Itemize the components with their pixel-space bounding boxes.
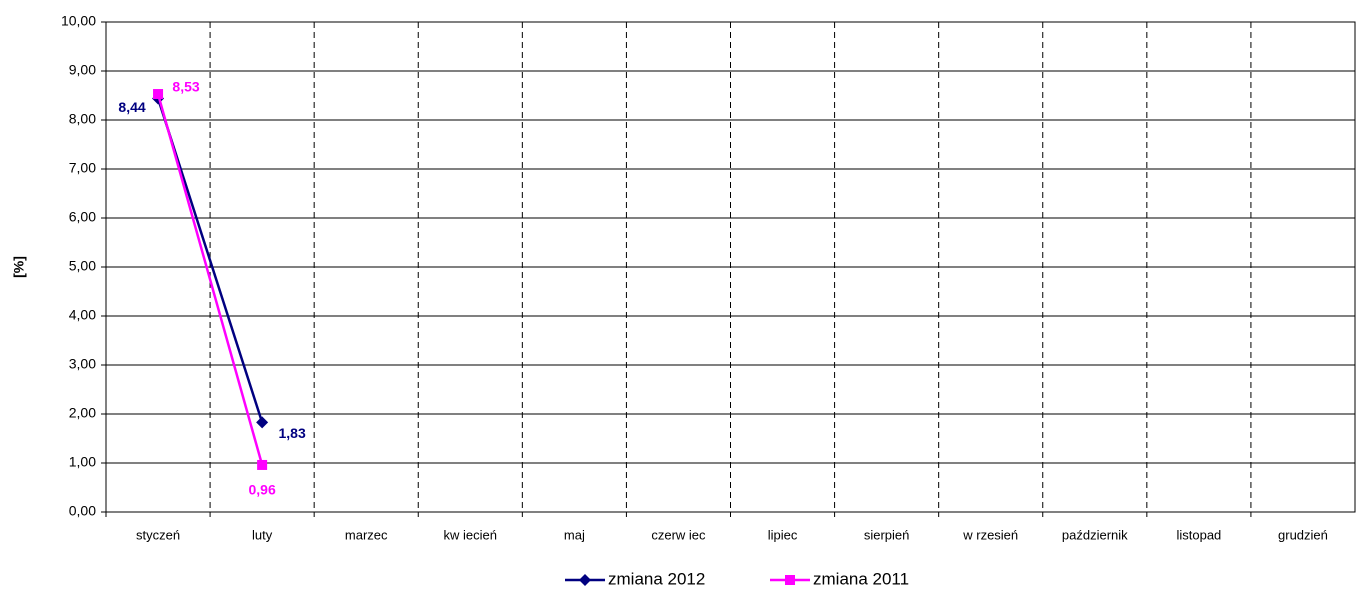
legend-label: zmiana 2012 [608, 569, 705, 588]
y-tick-label: 7,00 [69, 160, 96, 176]
y-tick-label: 5,00 [69, 258, 96, 274]
x-tick-label: styczeń [136, 527, 180, 542]
x-tick-label: sierpień [864, 527, 910, 542]
x-tick-label: grudzień [1278, 527, 1328, 542]
x-tick-label: marzec [345, 527, 388, 542]
x-tick-label: maj [564, 527, 585, 542]
x-tick-label: w rzesień [962, 527, 1018, 542]
marker [257, 459, 268, 470]
y-tick-label: 2,00 [69, 405, 96, 421]
marker [785, 575, 795, 585]
y-tick-label: 8,00 [69, 111, 96, 127]
y-tick-label: 3,00 [69, 356, 96, 372]
y-tick-label: 1,00 [69, 454, 96, 470]
x-tick-label: kw iecień [444, 527, 497, 542]
marker [153, 89, 164, 100]
data-label: 8,44 [118, 99, 145, 115]
y-tick-label: 10,00 [61, 13, 96, 29]
x-tick-label: listopad [1176, 527, 1221, 542]
marker [579, 574, 591, 586]
data-label: 1,83 [279, 425, 306, 441]
x-tick-label: październik [1062, 527, 1128, 542]
x-tick-label: czerw iec [651, 527, 706, 542]
x-tick-label: luty [252, 527, 273, 542]
y-axis-label: [%] [11, 256, 27, 278]
legend-item: zmiana 2011 [770, 569, 909, 588]
series-line [156, 93, 264, 466]
y-tick-label: 9,00 [69, 62, 96, 78]
marker [256, 416, 269, 429]
y-tick-label: 4,00 [69, 307, 96, 323]
legend-label: zmiana 2011 [813, 569, 909, 588]
legend-item: zmiana 2012 [565, 569, 705, 588]
y-tick-label: 0,00 [69, 503, 96, 519]
data-label: 8,53 [172, 79, 199, 95]
data-label: 0,96 [249, 482, 276, 498]
x-tick-label: lipiec [768, 527, 798, 542]
y-tick-label: 6,00 [69, 209, 96, 225]
